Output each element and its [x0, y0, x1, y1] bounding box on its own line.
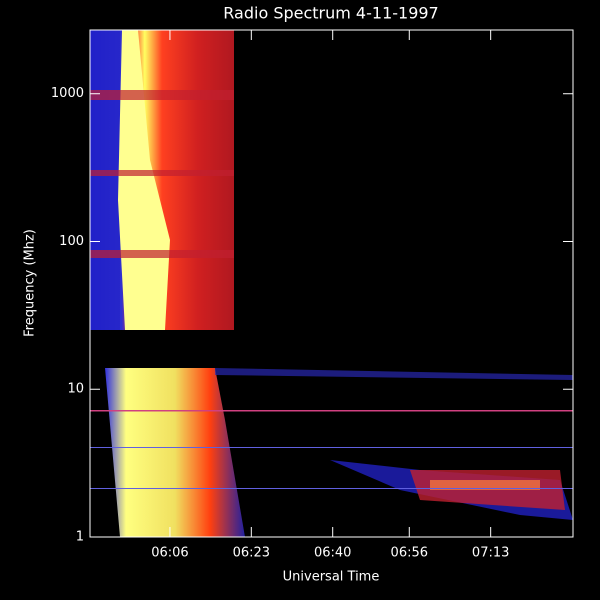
lower-line — [90, 410, 573, 412]
spectrogram-image — [90, 30, 573, 537]
x-tick-label: 06:40 — [314, 546, 351, 561]
y-tick-label: 1000 — [51, 86, 84, 101]
y-tick-label: 100 — [59, 234, 84, 249]
x-tick-label: 06:23 — [233, 546, 270, 561]
x-axis-label: Universal Time — [283, 570, 380, 585]
upper-band-left — [90, 30, 120, 330]
lower-line — [90, 488, 573, 489]
upper-line — [90, 90, 234, 100]
x-tick-label: 06:06 — [151, 546, 188, 561]
x-tick-label: 07:13 — [472, 546, 509, 561]
y-axis-label: Frequency (Mhz) — [23, 229, 38, 337]
y-tick-label: 1 — [76, 530, 84, 545]
plot-frame — [89, 29, 574, 538]
lower-drift-hot — [430, 480, 540, 490]
y-tick-label: 10 — [67, 382, 84, 397]
lower-faint — [215, 368, 573, 380]
lower-line — [90, 447, 573, 448]
upper-line — [90, 250, 234, 258]
lower-burst — [105, 368, 245, 537]
upper-line — [90, 170, 234, 176]
chart-title: Radio Spectrum 4-11-1997 — [223, 4, 438, 23]
x-tick-label: 06:56 — [391, 546, 428, 561]
